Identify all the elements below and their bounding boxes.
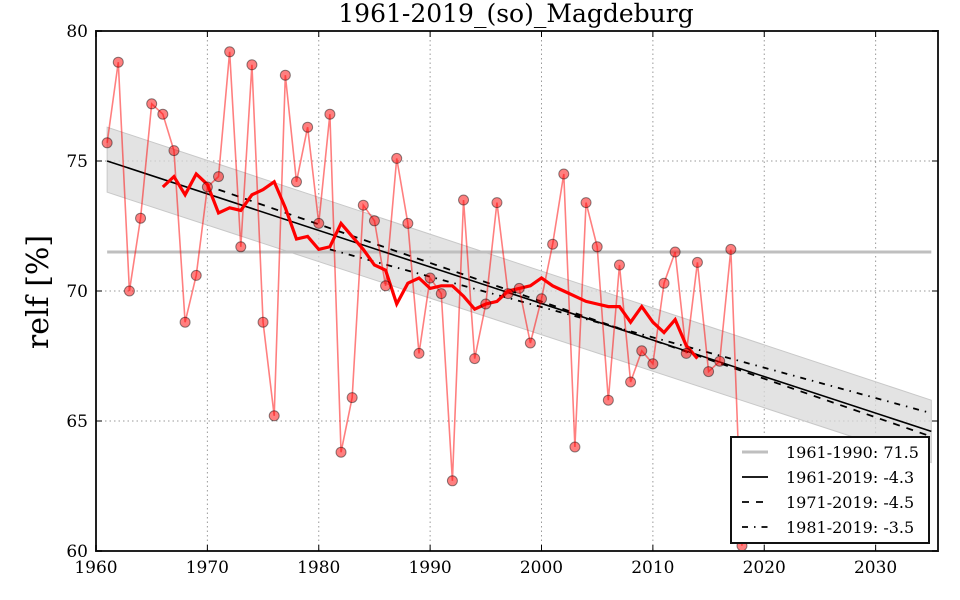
axis-ticks: 1960 1970 1980 1990 2000 2010 2020 2030 60 65 70 75… [66,22,938,578]
data-point [558,168,570,180]
data-point [580,197,592,209]
data-point [357,199,369,211]
x-tick-label: 2020 [743,558,786,578]
data-point [135,212,147,224]
data-point [669,246,681,258]
data-point [101,137,113,149]
data-point [313,217,325,229]
data-point [714,355,726,367]
data-point [458,194,470,206]
data-point [257,316,269,328]
data-point [625,376,637,388]
data-point [112,56,124,68]
legend-box [730,436,930,544]
data-point [368,215,380,227]
data-point [302,121,314,133]
x-tick-label: 1990 [408,558,451,578]
data-point [146,98,158,110]
data-point [658,277,670,289]
legend-label: 1961-2019: -4.3 [786,468,914,487]
x-tick-label: 1960 [74,558,117,578]
y-tick-label: 60 [66,542,88,562]
data-point [224,46,236,58]
x-tick-label: 1970 [186,558,229,578]
data-point [213,171,225,183]
legend-label: 1961-1990: 71.5 [786,443,919,462]
legend: 1961-1990: 71.5 1961-2019: -4.3 1971-2019:… [730,436,930,544]
data-point [290,176,302,188]
data-point [691,256,703,268]
data-point [201,181,213,193]
data-point [235,241,247,253]
data-point [424,272,436,284]
legend-label: 1971-2019: -4.5 [786,493,914,512]
moving-average-line [161,171,699,360]
data-point [123,285,135,297]
x-tick-label: 2030 [854,558,897,578]
data-point [569,441,581,453]
data-point [513,282,525,294]
data-point [157,108,169,120]
data-point [469,353,481,365]
y-tick-label: 75 [66,152,88,172]
data-point [179,316,191,328]
x-tick-label: 2010 [631,558,674,578]
y-tick-label: 65 [66,412,88,432]
data-point [536,293,548,305]
data-point [647,358,659,370]
y-tick-label: 70 [66,282,88,302]
data-point [613,259,625,271]
x-tick-label: 1980 [297,558,340,578]
data-point [491,197,503,209]
data-point [524,337,536,349]
data-point [346,392,358,404]
data-point [380,280,392,292]
data-point [335,446,347,458]
data-point [636,345,648,357]
data-point [502,288,514,300]
data-point [190,269,202,281]
data-point [435,288,447,300]
data-point [680,347,692,359]
data-point [547,238,559,250]
chart-title: 1961-2019_(so)_Magdeburg [338,0,693,28]
y-axis-label: relf [%] [21,235,56,349]
y-tick-label: 80 [66,22,88,42]
data-point [725,243,737,255]
data-point [446,475,458,487]
data-point [168,145,180,157]
annual-series-line [106,51,743,546]
plot-area [101,46,932,551]
confidence-band [106,126,932,464]
data-point [391,152,403,164]
data-point [602,394,614,406]
data-point [402,217,414,229]
trend-line-dashdot [329,248,932,415]
data-point [591,241,603,253]
data-point [480,298,492,310]
data-point [246,59,258,71]
data-point [268,410,280,422]
data-point [324,108,336,120]
data-point [413,347,425,359]
data-point [279,69,291,81]
trend-line-solid [106,160,932,433]
x-tick-label: 2000 [520,558,563,578]
legend-label: 1981-2019: -3.5 [786,518,914,537]
data-point [703,366,715,378]
